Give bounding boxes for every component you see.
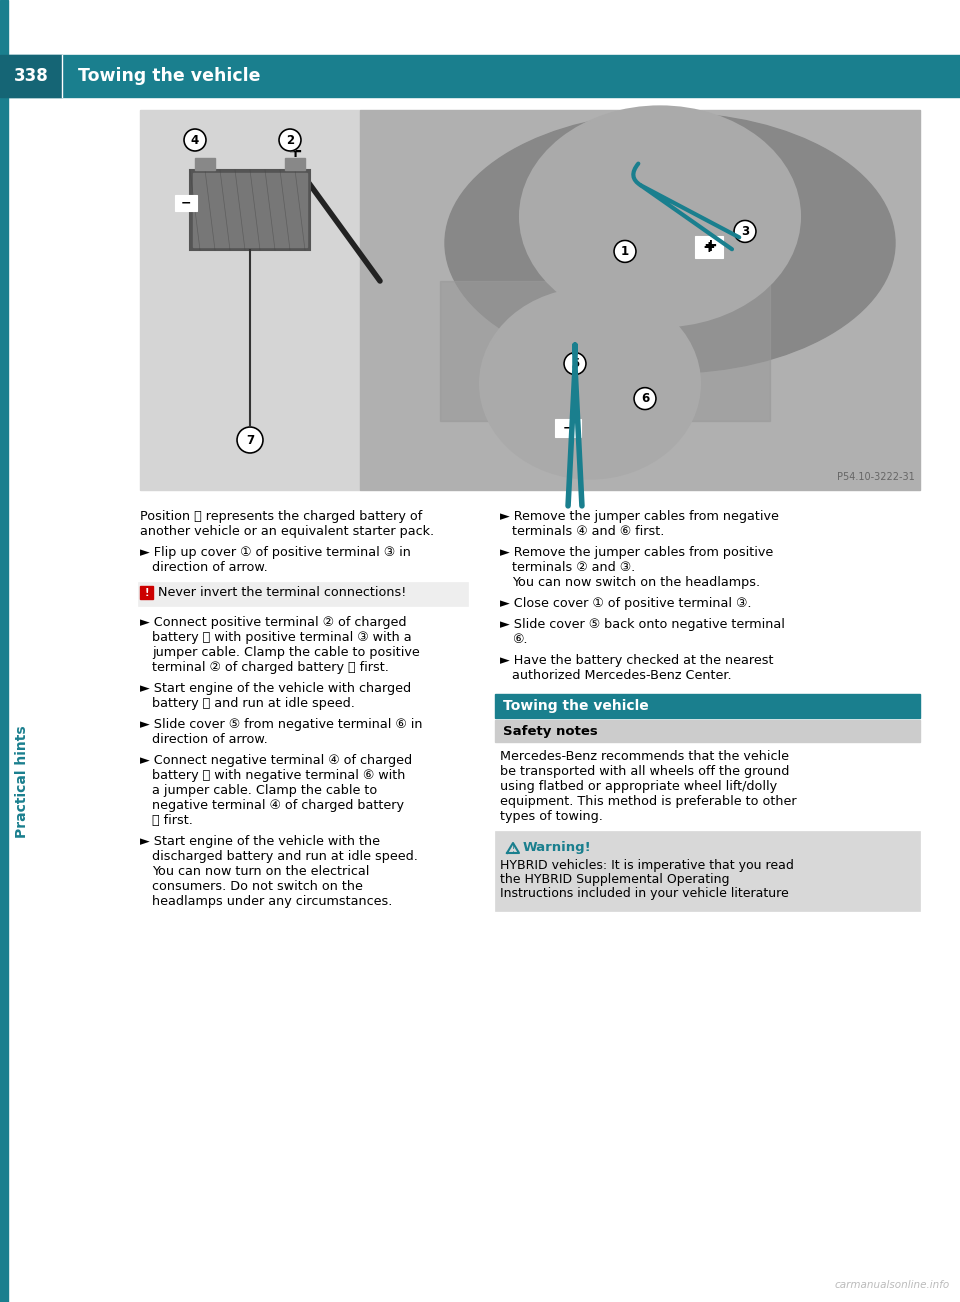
Text: ► Have the battery checked at the nearest: ► Have the battery checked at the neares…	[500, 654, 774, 667]
Text: Warning!: Warning!	[523, 841, 591, 854]
Circle shape	[237, 427, 263, 453]
Bar	[495, 831, 920, 911]
Ellipse shape	[480, 289, 700, 479]
Circle shape	[614, 241, 636, 263]
Text: HYBRID vehicles: It is imperative that you read: HYBRID vehicles: It is imperative that y…	[500, 859, 794, 872]
Text: 3: 3	[741, 225, 749, 238]
Text: terminal ② of charged battery ⓦ first.: terminal ② of charged battery ⓦ first.	[152, 661, 389, 674]
Text: the HYBRID Supplemental Operating: the HYBRID Supplemental Operating	[500, 874, 730, 885]
Text: 7: 7	[246, 434, 254, 447]
Text: direction of arrow.: direction of arrow.	[152, 733, 268, 746]
Text: ⑥.: ⑥.	[512, 633, 527, 646]
Text: terminals ④ and ⑥ first.: terminals ④ and ⑥ first.	[512, 525, 664, 538]
Text: ► Flip up cover ① of positive terminal ③ in: ► Flip up cover ① of positive terminal ③…	[140, 546, 411, 559]
Text: types of towing.: types of towing.	[500, 810, 603, 823]
Bar	[138, 582, 468, 605]
Text: Practical hints: Practical hints	[15, 725, 29, 837]
Text: 4: 4	[191, 134, 199, 147]
Text: You can now switch on the headlamps.: You can now switch on the headlamps.	[512, 575, 760, 589]
Circle shape	[634, 388, 656, 410]
Text: consumers. Do not switch on the: consumers. Do not switch on the	[152, 880, 363, 893]
Text: ► Close cover ① of positive terminal ③.: ► Close cover ① of positive terminal ③.	[500, 598, 752, 611]
Text: ► Remove the jumper cables from positive: ► Remove the jumper cables from positive	[500, 546, 773, 559]
Bar	[285, 158, 305, 171]
Text: carmanualsonline.info: carmanualsonline.info	[835, 1280, 950, 1290]
Bar	[140, 109, 360, 490]
Text: battery ⓦ with positive terminal ③ with a: battery ⓦ with positive terminal ③ with …	[152, 631, 412, 644]
Text: !: !	[512, 845, 515, 854]
Text: battery ⓦ and run at idle speed.: battery ⓦ and run at idle speed.	[152, 697, 355, 710]
Circle shape	[184, 129, 206, 151]
Bar	[360, 109, 920, 490]
Circle shape	[734, 220, 756, 242]
Text: Never invert the terminal connections!: Never invert the terminal connections!	[158, 586, 406, 599]
Text: 1: 1	[621, 245, 629, 258]
Bar	[495, 694, 920, 717]
Circle shape	[564, 353, 586, 375]
Text: ► Connect negative terminal ④ of charged: ► Connect negative terminal ④ of charged	[140, 754, 412, 767]
Text: battery ⓦ with negative terminal ⑥ with: battery ⓦ with negative terminal ⑥ with	[152, 769, 405, 783]
Text: ► Start engine of the vehicle with charged: ► Start engine of the vehicle with charg…	[140, 682, 411, 695]
Text: Mercedes-Benz recommends that the vehicle: Mercedes-Benz recommends that the vehicl…	[500, 750, 789, 763]
Bar	[695, 237, 723, 258]
Text: 6: 6	[641, 392, 649, 405]
Text: +: +	[703, 237, 717, 255]
Text: ► Start engine of the vehicle with the: ► Start engine of the vehicle with the	[140, 835, 380, 848]
Text: P54.10-3222-31: P54.10-3222-31	[837, 473, 915, 482]
Bar	[0, 55, 960, 98]
Text: ► Connect positive terminal ② of charged: ► Connect positive terminal ② of charged	[140, 616, 406, 629]
Bar	[495, 720, 920, 742]
Text: −: −	[563, 421, 573, 434]
Text: +: +	[287, 143, 302, 161]
Ellipse shape	[520, 107, 800, 327]
Text: terminals ② and ③.: terminals ② and ③.	[512, 561, 636, 574]
Text: direction of arrow.: direction of arrow.	[152, 561, 268, 574]
Text: ► Slide cover ⑤ from negative terminal ⑥ in: ► Slide cover ⑤ from negative terminal ⑥…	[140, 717, 422, 730]
Text: −: −	[180, 197, 191, 210]
Bar	[140, 109, 920, 490]
Text: 338: 338	[13, 66, 48, 85]
Text: a jumper cable. Clamp the cable to: a jumper cable. Clamp the cable to	[152, 784, 377, 797]
Text: Instructions included in your vehicle literature: Instructions included in your vehicle li…	[500, 887, 789, 900]
Bar	[193, 173, 307, 247]
Text: equipment. This method is preferable to other: equipment. This method is preferable to …	[500, 796, 797, 809]
Text: ⓦ first.: ⓦ first.	[152, 814, 193, 827]
Text: jumper cable. Clamp the cable to positive: jumper cable. Clamp the cable to positiv…	[152, 646, 420, 659]
Bar	[555, 419, 581, 436]
Text: ► Slide cover ⑤ back onto negative terminal: ► Slide cover ⑤ back onto negative termi…	[500, 618, 785, 631]
Text: authorized Mercedes-Benz Center.: authorized Mercedes-Benz Center.	[512, 669, 732, 682]
Text: Safety notes: Safety notes	[503, 724, 598, 737]
Bar	[190, 171, 310, 250]
Bar	[0, 0, 8, 1302]
Text: !: !	[144, 587, 149, 598]
Circle shape	[279, 129, 301, 151]
Text: another vehicle or an equivalent starter pack.: another vehicle or an equivalent starter…	[140, 525, 434, 538]
Text: negative terminal ④ of charged battery: negative terminal ④ of charged battery	[152, 799, 404, 812]
Text: Position ⓦ represents the charged battery of: Position ⓦ represents the charged batter…	[140, 510, 422, 523]
Bar	[440, 281, 770, 421]
Text: You can now turn on the electrical: You can now turn on the electrical	[152, 865, 370, 878]
Text: using flatbed or appropriate wheel lift/dolly: using flatbed or appropriate wheel lift/…	[500, 780, 778, 793]
Text: ► Remove the jumper cables from negative: ► Remove the jumper cables from negative	[500, 510, 779, 523]
Text: +: +	[703, 240, 715, 255]
Ellipse shape	[445, 113, 895, 372]
Bar	[140, 586, 153, 599]
Bar	[195, 158, 215, 171]
Text: 2: 2	[286, 134, 294, 147]
Text: discharged battery and run at idle speed.: discharged battery and run at idle speed…	[152, 850, 418, 863]
Bar	[0, 55, 62, 98]
Text: Towing the vehicle: Towing the vehicle	[78, 66, 260, 85]
Bar	[175, 195, 197, 211]
Text: be transported with all wheels off the ground: be transported with all wheels off the g…	[500, 766, 789, 779]
Text: 5: 5	[571, 357, 579, 370]
Text: Towing the vehicle: Towing the vehicle	[503, 699, 649, 713]
Text: headlamps under any circumstances.: headlamps under any circumstances.	[152, 894, 393, 907]
